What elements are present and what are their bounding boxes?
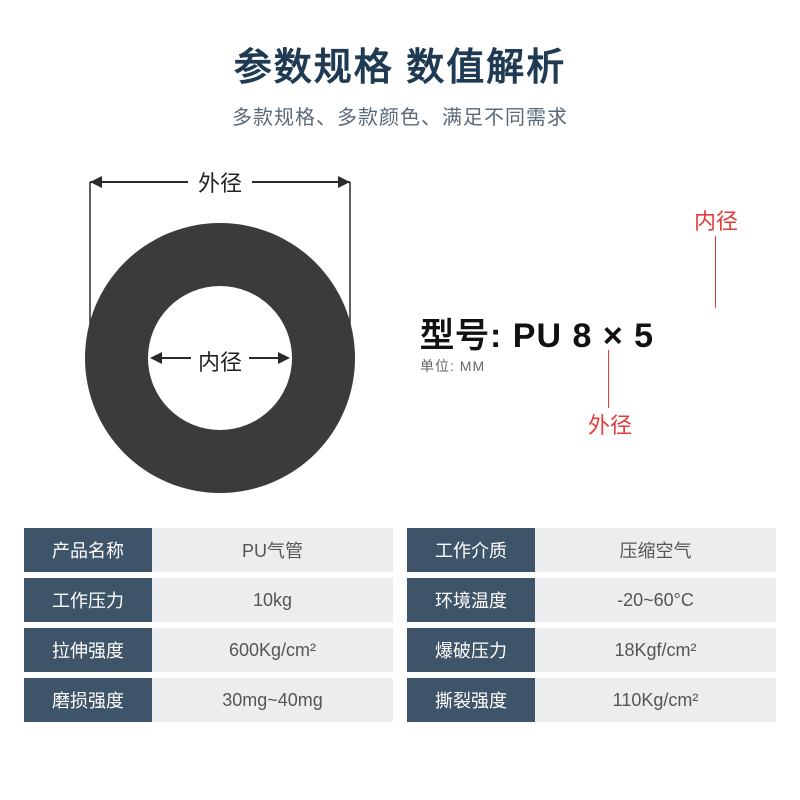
- table-row: 撕裂强度110Kg/cm²: [407, 678, 776, 722]
- main-title: 参数规格 数值解析: [0, 36, 800, 91]
- outer-dia-label: 外径: [60, 166, 380, 198]
- callout-outer-line: [608, 350, 609, 408]
- model-value: PU 8 × 5: [513, 317, 654, 355]
- spec-value: 30mg~40mg: [152, 678, 393, 722]
- inner-dia-label: 内径: [60, 345, 380, 377]
- subtitle: 多款规格、多款颜色、满足不同需求: [0, 101, 800, 130]
- spec-label: 撕裂强度: [407, 678, 535, 722]
- model-text: 型号: PU 8 × 5: [420, 308, 654, 357]
- callout-inner-line: [715, 236, 716, 308]
- spec-value: PU气管: [152, 528, 393, 572]
- spec-value: 600Kg/cm²: [152, 628, 393, 672]
- spec-table-left: 产品名称PU气管 工作压力10kg 拉伸强度600Kg/cm² 磨损强度30mg…: [24, 528, 393, 728]
- spec-value: 18Kgf/cm²: [535, 628, 776, 672]
- ring-svg: [60, 158, 380, 498]
- spec-table-right: 工作介质压缩空气 环境温度-20~60°C 爆破压力18Kgf/cm² 撕裂强度…: [407, 528, 776, 728]
- spec-label: 产品名称: [24, 528, 152, 572]
- model-unit: 单位: MM: [420, 356, 485, 376]
- spec-label: 磨损强度: [24, 678, 152, 722]
- callout-outer: 外径: [588, 408, 632, 440]
- callout-inner: 内径: [694, 204, 738, 236]
- spec-value: 10kg: [152, 578, 393, 622]
- table-row: 产品名称PU气管: [24, 528, 393, 572]
- table-row: 环境温度-20~60°C: [407, 578, 776, 622]
- spec-label: 环境温度: [407, 578, 535, 622]
- title-block: 参数规格 数值解析 多款规格、多款颜色、满足不同需求: [0, 0, 800, 130]
- table-row: 工作介质压缩空气: [407, 528, 776, 572]
- ring-diagram: 外径 内径: [60, 158, 380, 498]
- table-row: 磨损强度30mg~40mg: [24, 678, 393, 722]
- spec-value: -20~60°C: [535, 578, 776, 622]
- spec-tables: 产品名称PU气管 工作压力10kg 拉伸强度600Kg/cm² 磨损强度30mg…: [0, 528, 800, 728]
- model-label: 型号:: [420, 317, 502, 355]
- spec-label: 拉伸强度: [24, 628, 152, 672]
- diagram-and-model: 外径 内径 内径 型号: PU 8 × 5 单位: MM 外径: [0, 158, 800, 498]
- spec-value: 110Kg/cm²: [535, 678, 776, 722]
- spec-label: 工作压力: [24, 578, 152, 622]
- table-row: 爆破压力18Kgf/cm²: [407, 628, 776, 672]
- spec-value: 压缩空气: [535, 528, 776, 572]
- spec-label: 工作介质: [407, 528, 535, 572]
- spec-label: 爆破压力: [407, 628, 535, 672]
- model-block: 内径 型号: PU 8 × 5 单位: MM 外径: [380, 198, 764, 458]
- table-row: 工作压力10kg: [24, 578, 393, 622]
- table-row: 拉伸强度600Kg/cm²: [24, 628, 393, 672]
